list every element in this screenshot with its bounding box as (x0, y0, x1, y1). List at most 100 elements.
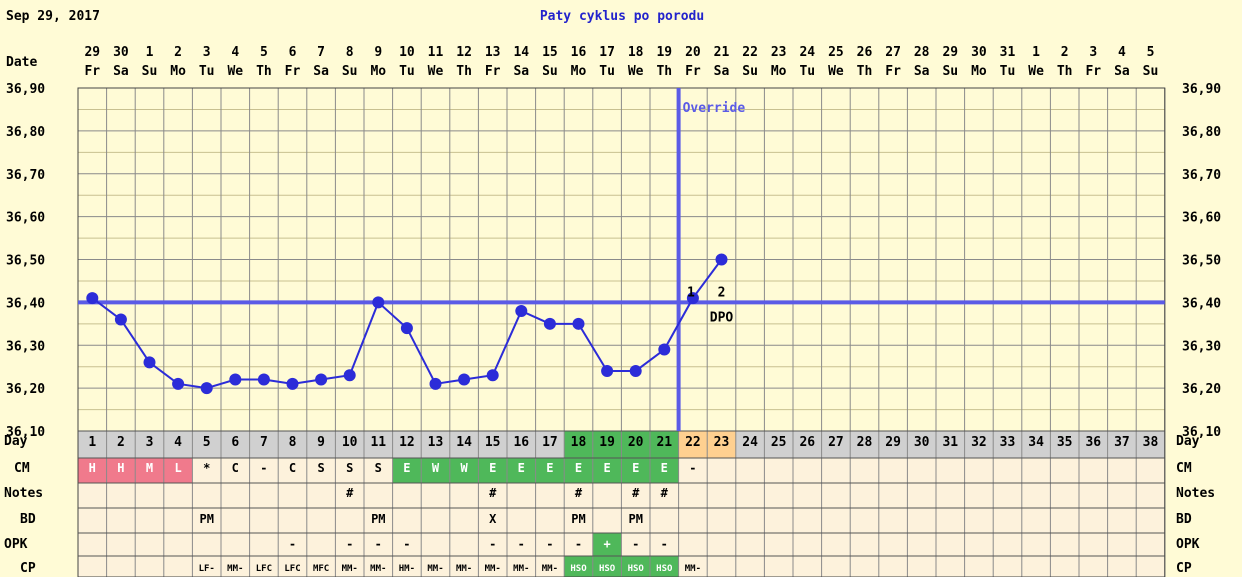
notes-cell (764, 483, 793, 508)
opk-cell (821, 533, 851, 556)
cm-cell (421, 458, 450, 483)
cp-value: MM- (685, 564, 701, 574)
cp-value: MM- (513, 564, 529, 574)
temperature-point (543, 317, 556, 330)
cycle-day-label: 34 (1028, 435, 1044, 450)
bd-cell (964, 508, 994, 533)
cm-cell (1050, 458, 1079, 483)
weekday-label: Th (1057, 64, 1073, 79)
cycle-day-label: 12 (399, 435, 415, 450)
opk-value: - (346, 537, 353, 551)
opk-cell (1021, 533, 1051, 556)
cp-row-label: CP (20, 561, 36, 576)
temperature-point (429, 377, 442, 390)
cycle-day-label: 7 (260, 435, 268, 450)
bd-value: PM (571, 512, 585, 526)
opk-cell (707, 533, 736, 556)
notes-cell (106, 483, 136, 508)
cm-cell (449, 458, 479, 483)
cm-cell (735, 458, 765, 483)
cycle-day-label: 6 (231, 435, 239, 450)
cycle-day-label: 27 (828, 435, 844, 450)
day-cell (564, 431, 593, 458)
opk-cell (163, 533, 193, 556)
opk-cell (735, 533, 765, 556)
weekday-label: Tu (599, 64, 615, 79)
bd-cell (650, 508, 679, 533)
opk-cell (878, 533, 908, 556)
weekday-label: Th (456, 64, 472, 79)
cycle-day-label: 21 (656, 435, 672, 450)
temp-label-left: 36,10 (6, 425, 45, 440)
day-cell (535, 431, 565, 458)
temp-label-right: 36,60 (1182, 211, 1221, 226)
notes-cell (221, 483, 250, 508)
cm-value: E (403, 461, 410, 475)
bd-cell (1050, 508, 1079, 533)
temperature-point (515, 304, 528, 317)
cp-value: HM- (399, 564, 415, 574)
opk-cell (335, 533, 364, 556)
cp-cell (1050, 556, 1079, 577)
cm-cell (878, 458, 908, 483)
cycle-day-label: 18 (571, 435, 587, 450)
cycle-day-label: 15 (485, 435, 501, 450)
notes-cell (650, 483, 679, 508)
day-cell (192, 431, 221, 458)
cm-cell (793, 458, 822, 483)
cp-cell (421, 556, 450, 577)
cycle-day-label: 8 (289, 435, 297, 450)
date-label: 28 (914, 45, 930, 60)
weekday-label: Sa (313, 64, 329, 79)
opk-value: - (289, 537, 296, 551)
temperature-point (686, 292, 699, 305)
notes-cell (1136, 483, 1165, 508)
opk-cell (936, 533, 965, 556)
weekday-label: Tu (199, 64, 215, 79)
cycle-day-label: 23 (714, 435, 730, 450)
cp-value: MM- (542, 564, 558, 574)
cm-value: H (89, 461, 96, 475)
notes-cell (449, 483, 479, 508)
notes-cell (878, 483, 908, 508)
notes-cell (793, 483, 822, 508)
notes-cell (1107, 483, 1137, 508)
notes-cell (478, 483, 507, 508)
opk-value: + (603, 537, 610, 551)
opk-cell (564, 533, 593, 556)
cm-value: W (460, 461, 468, 475)
temperature-point (629, 364, 642, 377)
bd-value: PM (628, 512, 642, 526)
cp-cell (793, 556, 822, 577)
cm-value: S (317, 461, 324, 475)
cm-value: E (575, 461, 582, 475)
cm-cell (278, 458, 307, 483)
chart-title: Paty cyklus po porodu (540, 9, 704, 24)
cp-cell (1021, 556, 1051, 577)
bd-cell (449, 508, 479, 533)
cm-cell (764, 458, 793, 483)
bd-cell (764, 508, 793, 533)
cm-value: S (375, 461, 382, 475)
cp-cell (850, 556, 879, 577)
weekday-label: Tu (1000, 64, 1016, 79)
bd-cell (163, 508, 193, 533)
weekday-label: Th (656, 64, 672, 79)
notes-value: # (661, 486, 669, 500)
weekday-label: Mo (771, 64, 787, 79)
notes-row-label-right: Notes (1176, 486, 1215, 501)
opk-cell (278, 533, 307, 556)
date-label: 8 (346, 45, 354, 60)
cycle-day-label: 30 (914, 435, 930, 450)
date-label: 2 (1061, 45, 1069, 60)
cp-value: LFC (284, 564, 300, 574)
bd-cell (936, 508, 965, 533)
cp-cell (993, 556, 1022, 577)
notes-cell (850, 483, 879, 508)
date-label: 23 (771, 45, 787, 60)
cm-value: C (289, 461, 296, 475)
chart-table-cells: 1 H 2 H 3 M 4 L 5 * PM LF- 6 C MM- 7 - LFC 8 C - LFC 9 S MFC 10 S #… (78, 431, 1165, 577)
day-cell (821, 431, 851, 458)
day-cell (1136, 431, 1165, 458)
